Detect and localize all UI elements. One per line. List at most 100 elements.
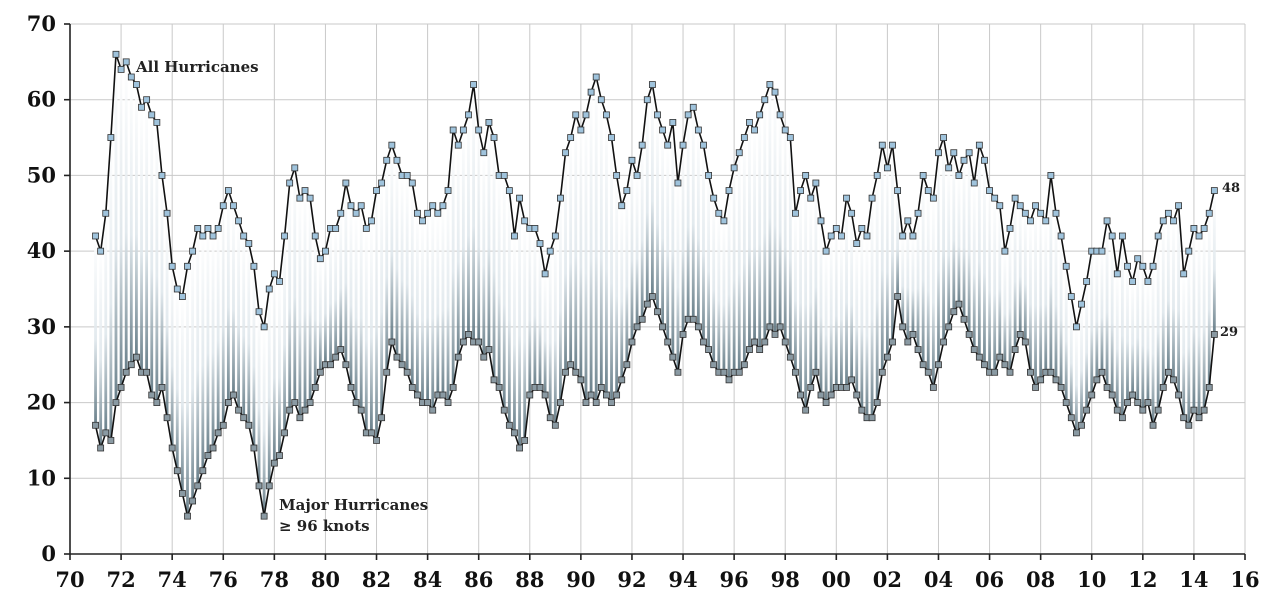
range-bar [1018, 205, 1022, 335]
point-all-hurricanes [771, 88, 779, 96]
range-bar [850, 213, 854, 380]
point-all-hurricanes [439, 202, 447, 210]
point-major-hurricanes [1129, 391, 1137, 399]
point-major-hurricanes [557, 399, 564, 406]
point-major-hurricanes [1154, 406, 1162, 414]
point-all-hurricanes [1139, 262, 1147, 270]
point-major-hurricanes [812, 368, 820, 376]
point-all-hurricanes [679, 141, 687, 149]
point-all-hurricanes [858, 225, 866, 232]
y-tick-label: 60 [27, 87, 56, 112]
x-tick-label: 92 [617, 567, 646, 592]
range-bar [1090, 251, 1094, 395]
point-all-hurricanes [470, 81, 477, 88]
point-major-hurricanes [117, 384, 125, 391]
range-bar [574, 114, 578, 373]
point-all-hurricanes [551, 232, 559, 240]
point-all-hurricanes [531, 225, 539, 232]
point-all-hurricanes [92, 232, 99, 240]
point-all-hurricanes [286, 179, 294, 187]
point-all-hurricanes [1134, 255, 1142, 263]
y-tick-label: 40 [27, 238, 56, 263]
point-major-hurricanes [388, 338, 396, 346]
point-all-hurricanes [368, 217, 375, 225]
point-all-hurricanes [603, 111, 610, 119]
point-major-hurricanes [153, 399, 161, 406]
range-bar [564, 152, 567, 373]
point-major-hurricanes [853, 391, 861, 399]
point-major-hurricanes [965, 331, 973, 338]
point-all-hurricanes [357, 202, 365, 210]
point-all-hurricanes [1073, 323, 1080, 331]
range-bar [237, 220, 240, 411]
range-bar [610, 137, 613, 403]
point-major-hurricanes [97, 444, 105, 452]
range-bar [559, 198, 562, 403]
range-bar [528, 228, 532, 395]
point-major-hurricanes [674, 368, 682, 376]
point-all-hurricanes [904, 217, 912, 225]
point-all-hurricanes [1027, 217, 1034, 225]
range-bar [753, 130, 756, 342]
point-all-hurricanes [1083, 278, 1091, 285]
range-bar [931, 198, 935, 388]
point-major-hurricanes [873, 399, 881, 406]
range-bar [232, 205, 235, 395]
point-major-hurricanes [654, 308, 661, 316]
point-all-hurricanes [684, 111, 692, 119]
point-major-hurricanes [1032, 384, 1039, 391]
point-all-hurricanes [648, 81, 656, 88]
point-major-hurricanes [1205, 384, 1213, 391]
point-major-hurricanes [740, 361, 748, 369]
point-major-hurricanes [214, 429, 222, 437]
point-all-hurricanes [781, 126, 789, 134]
point-all-hurricanes [546, 247, 554, 255]
range-bar [937, 152, 940, 365]
point-all-hurricanes [1006, 225, 1014, 232]
point-major-hurricanes [403, 368, 411, 376]
range-bar [267, 289, 271, 486]
point-major-hurricanes [551, 421, 559, 429]
point-major-hurricanes [751, 338, 758, 346]
axes [64, 23, 1246, 560]
range-bar [283, 236, 286, 433]
range-bar [1177, 205, 1180, 395]
point-major-hurricanes [224, 399, 232, 406]
point-major-hurricanes [638, 315, 646, 323]
point-major-hurricanes [516, 444, 523, 452]
point-major-hurricanes [1164, 368, 1172, 376]
range-bar [916, 213, 920, 350]
point-all-hurricanes [592, 73, 600, 81]
point-all-hurricanes [322, 247, 329, 255]
range-bar [1136, 258, 1140, 403]
point-all-hurricanes [1108, 232, 1116, 240]
x-tick-label: 10 [1077, 567, 1106, 592]
point-major-hurricanes [133, 353, 140, 361]
range-bar [1044, 220, 1048, 373]
point-all-hurricanes [822, 247, 830, 255]
point-all-hurricanes [383, 156, 391, 164]
point-all-hurricanes [1180, 270, 1188, 278]
point-major-hurricanes [1170, 376, 1177, 384]
range-bar [1069, 296, 1073, 418]
range-bar [977, 145, 981, 358]
range-bar [145, 99, 149, 373]
range-bar [487, 122, 491, 350]
point-all-hurricanes [1159, 217, 1167, 225]
point-major-hurricanes [878, 368, 886, 376]
point-major-hurricanes [337, 346, 345, 353]
point-all-hurricanes [853, 240, 861, 247]
range-bar [114, 54, 118, 403]
point-major-hurricanes [735, 368, 743, 376]
range-bar [426, 213, 430, 403]
point-major-hurricanes [572, 368, 580, 376]
range-bar [1182, 273, 1186, 418]
point-major-hurricanes [255, 482, 263, 490]
range-bar [1003, 251, 1007, 365]
annotation-major-threshold: ≥ 96 knots [279, 517, 370, 535]
range-bar [119, 69, 123, 388]
range-bar [952, 152, 956, 312]
point-all-hurricanes [991, 194, 999, 202]
point-major-hurricanes [659, 323, 667, 331]
point-major-hurricanes [480, 353, 488, 361]
